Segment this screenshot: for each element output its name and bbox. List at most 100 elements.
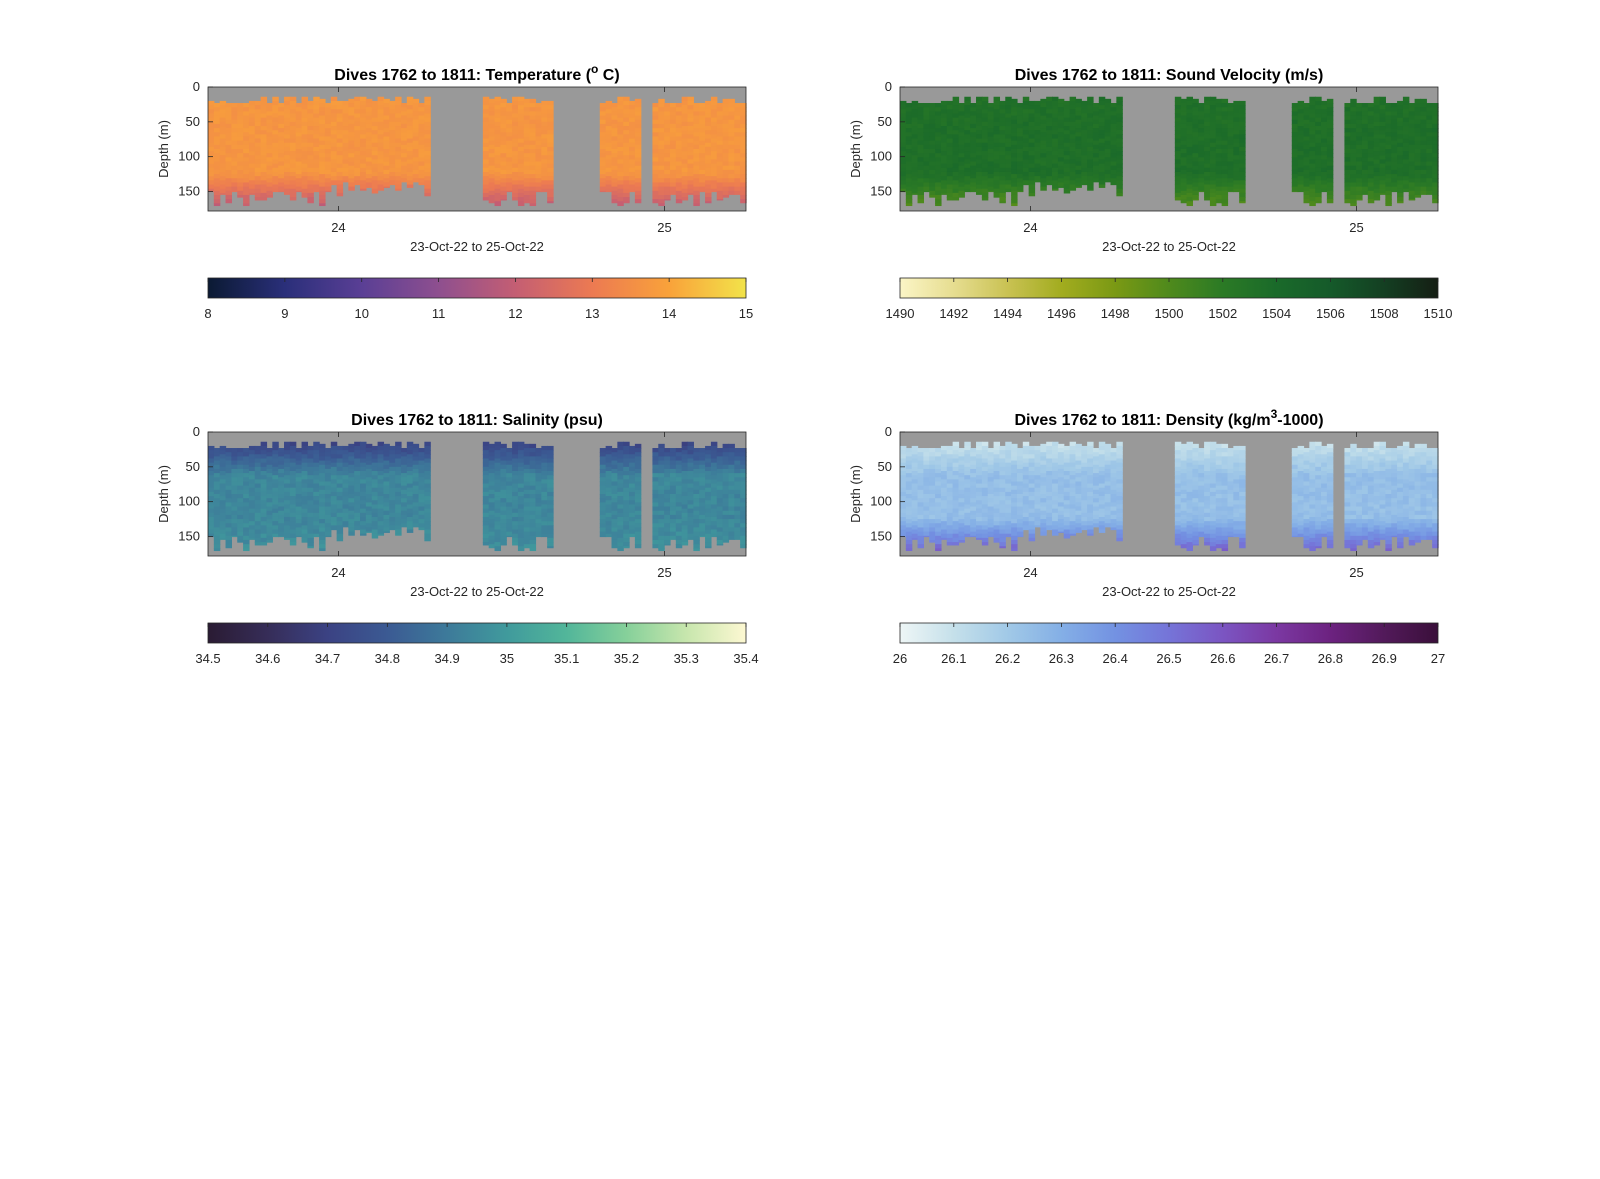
heatmap-cell (424, 192, 431, 197)
heatmap-cell (605, 100, 613, 106)
heatmap-cell (237, 489, 244, 495)
heatmap-cell (360, 134, 367, 140)
heatmap-cell (395, 167, 402, 173)
heatmap-cell (219, 537, 227, 540)
heatmap-cell (1104, 136, 1112, 142)
heatmap-cell (494, 487, 501, 493)
heatmap-cell (923, 153, 930, 158)
heatmap-cell (1098, 142, 1106, 148)
heatmap-cell (365, 452, 373, 457)
heatmap-cell (599, 531, 607, 537)
heatmap-cell (1321, 151, 1328, 156)
heatmap-cell (1321, 159, 1328, 165)
heatmap-cell (693, 132, 700, 138)
heatmap-cell (412, 169, 420, 175)
heatmap-cell (529, 111, 537, 117)
heatmap-cell (324, 161, 332, 167)
heatmap-cell (1052, 134, 1059, 140)
heatmap-cell (418, 498, 425, 503)
heatmap-cell (681, 450, 689, 455)
heatmap-cell (946, 121, 954, 127)
heatmap-cell (629, 171, 636, 177)
heatmap-cell (406, 163, 414, 169)
heatmap-cell (272, 458, 279, 464)
heatmap-cell (1011, 169, 1018, 175)
heatmap-cell (923, 140, 930, 146)
heatmap-cell (400, 165, 408, 171)
heatmap-cell (1063, 188, 1071, 194)
heatmap-cell (248, 105, 256, 110)
heatmap-cell (964, 100, 971, 106)
heatmap-cell (494, 130, 501, 135)
heatmap-cell (284, 117, 291, 123)
heatmap-cell (547, 197, 554, 202)
heatmap-cell (383, 107, 390, 112)
heatmap-cell (225, 506, 232, 512)
heatmap-cell (1204, 117, 1211, 123)
heatmap-cell (634, 494, 642, 499)
heatmap-cell (547, 142, 554, 148)
heatmap-cell (395, 109, 402, 115)
heatmap-cell (219, 176, 227, 181)
heatmap-cell (535, 506, 542, 512)
heatmap-cell (905, 161, 913, 167)
heatmap-cell (365, 144, 373, 150)
heatmap-cell (658, 506, 665, 512)
heatmap-cell (319, 502, 326, 508)
heatmap-cell (1356, 182, 1363, 188)
heatmap-cell (371, 176, 379, 181)
heatmap-cell (348, 531, 355, 536)
heatmap-cell (952, 171, 960, 177)
heatmap-cell (213, 544, 221, 549)
colorbar-tick-label: 1494 (993, 306, 1022, 321)
heatmap-cell (1321, 105, 1328, 110)
heatmap-cell (1057, 149, 1065, 154)
heatmap-cell (319, 103, 326, 108)
heatmap-cell (418, 123, 425, 129)
heatmap-cell (1303, 140, 1310, 146)
heatmap-cell (1204, 155, 1211, 161)
heatmap-cell (424, 521, 431, 526)
heatmap-cell (1116, 96, 1123, 102)
heatmap-cell (482, 113, 490, 119)
heatmap-cell (722, 149, 730, 154)
heatmap-cell (1116, 138, 1123, 144)
heatmap-cell (272, 130, 279, 135)
heatmap-cell (500, 132, 507, 138)
heatmap-cell (629, 500, 636, 506)
heatmap-cell (237, 165, 244, 171)
heatmap-cell (629, 445, 636, 451)
heatmap-cell (377, 163, 385, 169)
heatmap-cell (1116, 171, 1123, 177)
heatmap-cell (1016, 169, 1024, 175)
heatmap-cell (687, 121, 694, 127)
heatmap-cell (658, 199, 665, 204)
heatmap-cell (400, 494, 408, 499)
heatmap-cell (1379, 188, 1386, 194)
heatmap-cell (605, 500, 613, 506)
heatmap-cell (693, 182, 700, 188)
heatmap-cell (324, 174, 332, 179)
heatmap-cell (1215, 140, 1223, 146)
heatmap-cell (301, 529, 309, 535)
heatmap-cell (512, 159, 519, 165)
heatmap-cell (406, 516, 414, 522)
heatmap-cell (900, 184, 907, 190)
heatmap-cell (1116, 100, 1123, 106)
heatmap-cell (605, 151, 613, 156)
heatmap-cell (406, 171, 414, 177)
heatmap-cell (964, 117, 971, 123)
heatmap-cell (400, 481, 408, 487)
heatmap-cell (1221, 178, 1229, 184)
heatmap-cell (295, 531, 303, 537)
heatmap-cell (1426, 132, 1433, 138)
salinity-chart: Dives 1762 to 1811: Salinity (psu)050100… (156, 412, 759, 666)
heatmap-cell (617, 491, 624, 497)
heatmap-cell (301, 117, 309, 123)
heatmap-cell (976, 130, 983, 135)
heatmap-cell (658, 123, 665, 129)
heatmap-cell (342, 496, 349, 501)
heatmap-cell (517, 471, 525, 476)
heatmap-cell (535, 157, 542, 163)
heatmap-cell (1057, 132, 1065, 138)
